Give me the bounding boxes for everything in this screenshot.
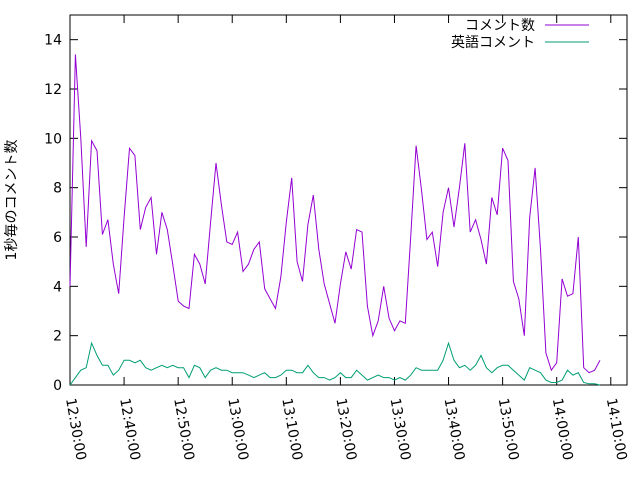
x-tick-label: 12:30:00 xyxy=(62,397,89,462)
x-tick-label: 13:20:00 xyxy=(332,397,359,462)
x-tick-label: 13:50:00 xyxy=(495,397,522,462)
y-tick-label: 2 xyxy=(53,329,62,345)
y-axis-label: 1秒毎のコメント数 xyxy=(4,140,20,261)
y-tick-label: 6 xyxy=(53,230,62,246)
x-tick-label: 12:50:00 xyxy=(170,397,197,462)
y-tick-label: 0 xyxy=(53,378,62,394)
y-tick-label: 8 xyxy=(53,181,62,197)
x-tick-label: 13:00:00 xyxy=(224,397,251,462)
x-tick-label: 13:40:00 xyxy=(441,397,468,462)
y-tick-label: 10 xyxy=(44,131,62,147)
y-tick-label: 12 xyxy=(44,82,62,98)
plot-frame xyxy=(69,14,628,386)
x-tick-label: 12:40:00 xyxy=(116,397,143,462)
x-tick-label: 14:10:00 xyxy=(603,397,630,462)
x-tick-label: 13:30:00 xyxy=(387,397,414,462)
y-tick-label: 14 xyxy=(44,33,62,49)
x-tick-label: 14:00:00 xyxy=(549,397,576,462)
x-tick-label: 13:10:00 xyxy=(278,397,305,462)
legend-label: 英語コメント xyxy=(451,34,535,51)
legend-label: コメント数 xyxy=(465,18,535,34)
series-line xyxy=(69,54,601,374)
y-tick-label: 4 xyxy=(53,279,62,295)
series-line xyxy=(69,341,601,386)
